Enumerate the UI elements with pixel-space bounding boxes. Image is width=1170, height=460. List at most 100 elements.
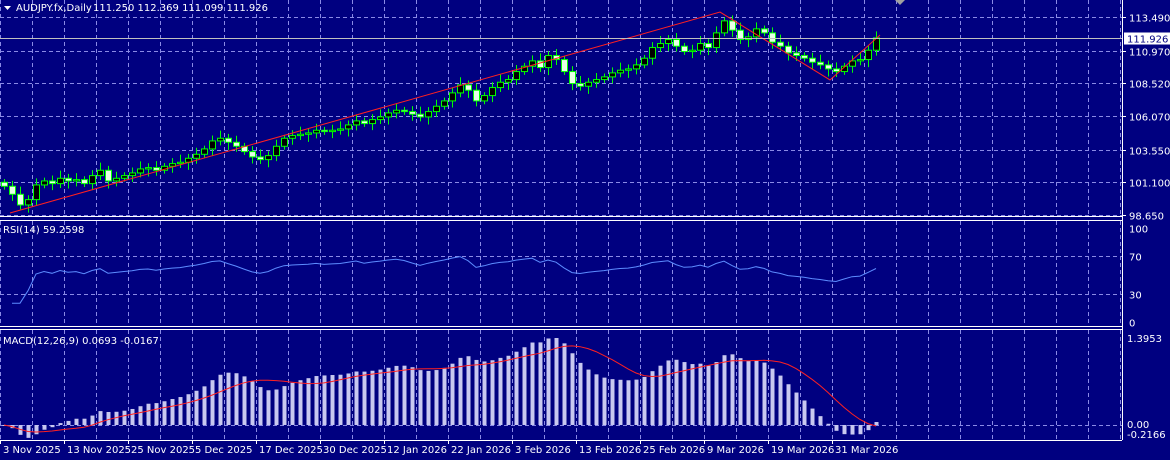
- candle-body: [129, 172, 136, 177]
- candle: [601, 73, 608, 83]
- macd-histogram-bar: [466, 356, 471, 425]
- candle: [329, 124, 336, 139]
- macd-histogram-bar: [730, 354, 735, 425]
- candle: [721, 17, 728, 37]
- candle: [457, 77, 464, 98]
- candle-body: [193, 153, 200, 159]
- candle: [169, 158, 176, 173]
- macd-axis-label: 1.3953: [1127, 334, 1162, 345]
- time-axis-label: 31 Mar 2026: [835, 445, 898, 456]
- candle-body: [17, 193, 24, 206]
- macd-histogram-bar: [130, 408, 135, 425]
- macd-histogram-bar: [338, 374, 343, 425]
- time-axis-label: 25 Nov 2025: [131, 445, 195, 456]
- candle: [809, 52, 816, 69]
- macd-histogram-bar: [482, 361, 487, 425]
- candle-body: [761, 28, 768, 34]
- macd-histogram-bar: [682, 362, 687, 425]
- macd-histogram-bar: [42, 425, 47, 430]
- candle-body: [273, 145, 280, 157]
- candle-body: [777, 41, 784, 47]
- candle-body: [433, 105, 440, 113]
- candle: [49, 175, 56, 191]
- candle-body: [337, 128, 344, 131]
- candle-body: [49, 180, 56, 185]
- macd-histogram-bar: [858, 425, 863, 435]
- candle-body: [33, 184, 40, 201]
- time-axis-label: 17 Dec 2025: [259, 445, 323, 456]
- candle-body: [209, 140, 216, 150]
- candle-body: [697, 43, 704, 51]
- candle: [745, 32, 752, 48]
- candle-body: [65, 177, 72, 182]
- candle: [89, 170, 96, 191]
- candle: [649, 42, 656, 65]
- candle-body: [521, 65, 528, 73]
- candle-body: [369, 119, 376, 125]
- candle-body: [297, 133, 304, 137]
- candle-body: [497, 81, 504, 89]
- candle-body: [105, 169, 112, 182]
- ohlc-values: 111.250 112.369 111.099 111.926: [93, 3, 268, 14]
- candle-body: [457, 84, 464, 94]
- candle: [753, 22, 760, 43]
- candle-body: [841, 65, 848, 73]
- macd-histogram-bar: [402, 365, 407, 425]
- candle-body: [409, 111, 416, 115]
- candle-body: [377, 116, 384, 121]
- symbol-label[interactable]: AUDJPY.fx,Daily: [16, 3, 92, 14]
- macd-histogram-bar: [122, 410, 127, 425]
- candle: [57, 170, 64, 189]
- candle-body: [257, 156, 264, 161]
- candle-body: [417, 113, 424, 118]
- macd-histogram-bar: [658, 365, 663, 425]
- candle: [729, 15, 736, 37]
- price-axis-label: 103.550: [1129, 147, 1170, 158]
- macd-histogram-bar: [226, 372, 231, 425]
- candle: [857, 51, 864, 66]
- candle: [841, 62, 848, 75]
- time-axis-label: 13 Nov 2025: [67, 445, 131, 456]
- macd-histogram-bar: [538, 342, 543, 425]
- macd-histogram-bar: [178, 397, 183, 425]
- macd-histogram-bar: [506, 355, 511, 425]
- candle-body: [249, 151, 256, 158]
- macd-histogram-bar: [330, 375, 335, 425]
- price-axis-label: 101.100: [1129, 179, 1170, 190]
- candle-body: [665, 39, 672, 45]
- candle: [777, 34, 784, 51]
- candle: [393, 103, 400, 119]
- macd-histogram-bar: [458, 357, 463, 425]
- candle: [665, 35, 672, 52]
- candle: [409, 106, 416, 121]
- time-axis-label: 5 Dec 2025: [195, 445, 253, 456]
- macd-histogram-bar: [618, 379, 623, 425]
- candle-body: [281, 137, 288, 147]
- candle: [801, 52, 808, 62]
- macd-histogram-bar: [362, 371, 367, 425]
- time-axis-label: 30 Dec 2025: [323, 445, 387, 456]
- candle-body: [609, 72, 616, 78]
- macd-histogram-bar: [634, 379, 639, 425]
- macd-histogram-bar: [210, 380, 215, 425]
- macd-histogram-bar: [202, 386, 207, 425]
- macd-axis-label: -0.2166: [1127, 430, 1166, 441]
- candle-body: [585, 81, 592, 87]
- candle-body: [305, 132, 312, 135]
- rsi-line: [12, 256, 877, 304]
- candle-body: [89, 175, 96, 185]
- candle: [113, 171, 120, 187]
- candle-body: [577, 83, 584, 87]
- macd-histogram-bar: [522, 347, 527, 425]
- candle-body: [785, 45, 792, 54]
- candle: [17, 186, 24, 210]
- candle-body: [673, 39, 680, 47]
- candle-body: [441, 100, 448, 107]
- candle: [689, 44, 696, 59]
- candle: [81, 176, 88, 187]
- candle: [633, 58, 640, 75]
- candle-body: [25, 199, 32, 206]
- candle-body: [713, 32, 720, 49]
- macd-histogram-bar: [218, 374, 223, 425]
